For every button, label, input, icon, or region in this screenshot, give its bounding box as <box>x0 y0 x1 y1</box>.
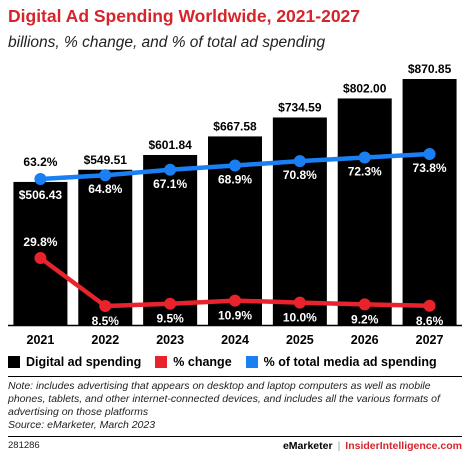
legend-swatch-percent-change <box>155 356 168 368</box>
change-label-2026: 9.2% <box>351 312 379 326</box>
point-percent-change-2021 <box>34 252 47 264</box>
share-label-2027: 73.8% <box>413 161 447 175</box>
x-tick-2022: 2022 <box>91 333 119 347</box>
share-label-2024: 68.9% <box>218 173 252 187</box>
x-tick-2026: 2026 <box>351 333 379 347</box>
chart-area: $506.43 $549.51 $601.84 $667.58 $734.59 $802.… <box>8 62 462 347</box>
bar-label-2026: $802.00 <box>343 81 387 95</box>
x-tick-2023: 2023 <box>156 333 184 347</box>
bar-label-2024: $667.58 <box>213 119 257 133</box>
legend-label-share-of-total: % of total media ad spending <box>263 355 437 369</box>
legend-item-share-of-total: % of total media ad spending <box>245 355 437 369</box>
x-tick-2021: 2021 <box>27 333 55 347</box>
chart-id: 281286 <box>8 440 40 451</box>
legend-label-digital-ad-spending: Digital ad spending <box>26 355 142 369</box>
bar-label-2023: $601.84 <box>148 138 192 152</box>
point-share-of-total-2025 <box>293 155 306 168</box>
change-label-2023: 9.5% <box>156 312 184 326</box>
x-tick-2025: 2025 <box>286 333 314 347</box>
change-label-2025: 10.0% <box>283 311 317 325</box>
bar-label-2025: $734.59 <box>278 100 322 114</box>
note-text: Note: includes advertising that appears … <box>8 380 440 418</box>
point-share-of-total-2027 <box>423 148 436 160</box>
chart-subtitle: billions, % change, and % of total ad sp… <box>8 34 326 51</box>
bar-label-2021: $506.43 <box>19 188 63 202</box>
bar-2026 <box>337 98 392 325</box>
note-divider <box>8 376 462 377</box>
change-label-2027: 8.6% <box>416 314 444 328</box>
point-percent-change-2025 <box>293 296 306 309</box>
bar-2023 <box>143 154 198 325</box>
point-share-of-total-2021 <box>34 173 47 185</box>
legend-swatch-digital-ad-spending <box>8 356 20 368</box>
bar-label-2022: $549.51 <box>84 153 128 167</box>
x-tick-2024: 2024 <box>221 333 249 347</box>
x-tick-2027: 2027 <box>416 333 444 347</box>
change-label-2024: 10.9% <box>218 309 252 323</box>
point-percent-change-2027 <box>423 299 436 312</box>
share-label-2021: 63.2% <box>23 155 57 169</box>
point-percent-change-2022 <box>99 300 112 312</box>
source-text: Source: eMarketer, March 2023 <box>8 419 156 431</box>
point-share-of-total-2024 <box>229 159 241 172</box>
point-share-of-total-2026 <box>358 151 371 164</box>
legend-item-percent-change: % change <box>155 355 232 369</box>
legend-label-percent-change: % change <box>173 355 232 369</box>
footer-brand: eMarketer | InsiderIntelligence.com <box>283 440 462 452</box>
chart-note: Note: includes advertising that appears … <box>8 380 464 432</box>
point-percent-change-2024 <box>229 294 241 307</box>
bar-2022 <box>78 169 133 325</box>
share-label-2022: 64.8% <box>88 182 122 196</box>
brand-separator: | <box>337 440 341 452</box>
chart-title: Digital Ad Spending Worldwide, 2021-2027 <box>8 6 361 26</box>
point-share-of-total-2022 <box>99 169 112 182</box>
brand-emarketer: eMarketer <box>282 440 333 452</box>
bar-label-2027: $870.85 <box>408 62 452 76</box>
footer-divider <box>8 436 462 437</box>
brand-insider-intelligence: InsiderIntelligence.com <box>345 440 462 452</box>
chart-legend: Digital ad spending % change % of total … <box>8 355 451 369</box>
bar-2027 <box>402 79 457 325</box>
change-label-2021: 29.8% <box>23 235 57 249</box>
legend-swatch-share-of-total <box>245 356 258 368</box>
share-label-2023: 67.1% <box>153 177 187 191</box>
point-percent-change-2023 <box>164 297 177 310</box>
point-percent-change-2026 <box>358 298 371 311</box>
change-label-2022: 8.5% <box>92 314 120 328</box>
share-label-2025: 70.8% <box>283 168 317 182</box>
legend-item-digital-ad-spending: Digital ad spending <box>8 355 141 369</box>
bar-2025 <box>272 117 327 325</box>
point-share-of-total-2023 <box>164 163 177 176</box>
share-label-2026: 72.3% <box>348 165 382 179</box>
